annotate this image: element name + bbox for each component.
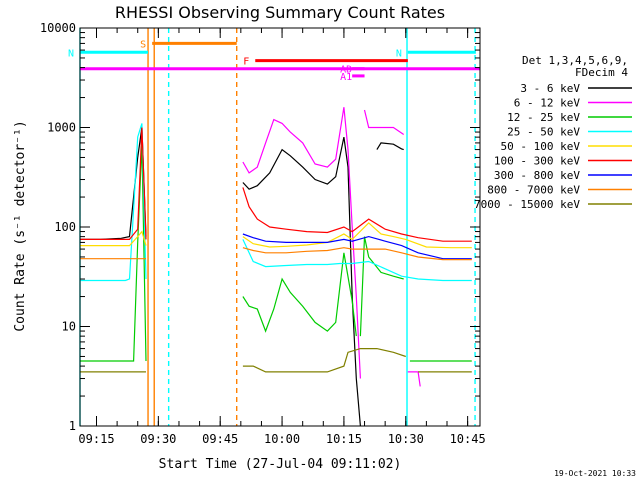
state-bar-label-0: S xyxy=(140,39,146,50)
x-tick-label-3: 10:00 xyxy=(264,432,300,446)
legend-label-3: 25 - 50 keV xyxy=(507,126,580,139)
x-tick-label-1: 09:30 xyxy=(140,432,176,446)
series-line-0-2 xyxy=(376,142,404,151)
y-tick-label-4: 10000 xyxy=(40,21,76,35)
state-bar-label-2: N xyxy=(396,48,402,59)
series-line-4-0 xyxy=(80,230,147,247)
date-stamp: 19-Oct-2021 10:33 xyxy=(554,469,636,478)
legend-label-0: 3 - 6 keV xyxy=(520,82,580,95)
series-line-0-1 xyxy=(242,136,361,427)
series-line-2-0 xyxy=(80,142,147,362)
state-bar-label-1: N xyxy=(68,48,74,59)
y-tick-label-0: 1 xyxy=(69,419,76,433)
legend-title-line-1: FDecim 4 xyxy=(575,66,628,79)
y-axis-label: Count Rate (s⁻¹ detector⁻¹) xyxy=(13,120,28,331)
series-line-1-0 xyxy=(242,107,361,379)
legend-label-7: 800 - 7000 keV xyxy=(487,184,580,197)
state-bar-label-4: AD xyxy=(340,65,352,76)
x-tick-label-4: 10:15 xyxy=(326,432,362,446)
series-line-5-0 xyxy=(80,127,147,240)
series-line-1-2 xyxy=(407,371,421,387)
state-bar-label-3: F xyxy=(243,57,249,68)
series-line-4-1 xyxy=(242,222,472,249)
y-tick-label-1: 10 xyxy=(62,320,76,334)
series-line-2-1 xyxy=(242,252,357,337)
x-tick-label-0: 09:15 xyxy=(78,432,114,446)
x-tick-label-6: 10:45 xyxy=(450,432,486,446)
legend-label-4: 50 - 100 keV xyxy=(501,140,581,153)
series-line-6-0 xyxy=(242,233,472,260)
chart-title: RHESSI Observing Summary Count Rates xyxy=(115,3,445,22)
legend-label-1: 6 - 12 keV xyxy=(514,97,581,110)
legend-title-line-0: Det 1,3,4,5,6,9, xyxy=(522,54,628,67)
legend-label-5: 100 - 300 keV xyxy=(494,155,580,168)
y-tick-label-2: 100 xyxy=(54,220,76,234)
state-bar-label-5: A1 xyxy=(340,72,352,83)
x-tick-label-2: 09:45 xyxy=(202,432,238,446)
series-line-5-1 xyxy=(242,187,472,242)
y-tick-label-3: 1000 xyxy=(47,121,76,135)
series-line-3-0 xyxy=(80,123,147,282)
series-line-3-1 xyxy=(242,239,472,282)
series-line-1-1 xyxy=(363,109,405,135)
legend-label-2: 12 - 25 keV xyxy=(507,111,580,124)
series-line-0-0 xyxy=(80,127,147,240)
x-axis-label: Start Time (27-Jul-04 09:11:02) xyxy=(159,457,402,472)
series-line-8-1 xyxy=(242,348,406,373)
legend-label-8: 7000 - 15000 keV xyxy=(474,198,580,211)
axes-frame xyxy=(79,27,481,427)
series-line-7-1 xyxy=(242,247,472,261)
legend: Det 1,3,4,5,6,9,FDecim 4 3 - 6 keV 6 - 12 … xyxy=(474,54,632,211)
x-tick-label-5: 10:30 xyxy=(388,432,424,446)
legend-label-6: 300 - 800 keV xyxy=(494,169,580,182)
